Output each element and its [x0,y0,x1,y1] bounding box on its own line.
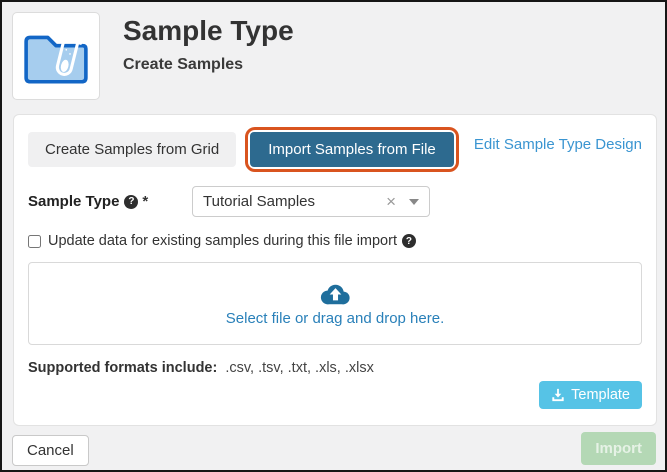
cloud-upload-icon [320,284,350,304]
clear-selection-icon[interactable]: × [386,192,396,211]
file-dropzone[interactable]: Select file or drag and drop here. [28,262,642,345]
sample-type-icon-card [12,12,100,100]
tab-import-samples-from-file[interactable]: Import Samples from File [250,132,454,167]
page-subtitle: Create Samples [123,56,244,74]
tab-buttons: Create Samples from Grid Import Samples … [28,127,459,172]
chevron-down-icon[interactable] [409,198,419,205]
update-existing-samples-label: Update data for existing samples during … [48,233,397,249]
import-button[interactable]: Import [581,432,656,465]
tabs-row: Create Samples from Grid Import Samples … [28,127,642,172]
sample-type-select[interactable]: Tutorial Samples × [192,186,430,217]
sample-type-selected-value: Tutorial Samples [203,193,315,210]
help-icon[interactable]: ? [124,194,139,209]
download-icon [552,388,564,402]
cancel-button[interactable]: Cancel [12,435,89,466]
template-download-button[interactable]: Template [539,381,642,409]
sample-type-label-text: Sample Type [28,193,120,210]
edit-sample-type-design-link[interactable]: Edit Sample Type Design [473,136,642,153]
update-existing-samples-checkbox[interactable] [28,234,41,248]
import-samples-panel: Create Samples from Grid Import Samples … [13,114,657,426]
supported-formats-row: Supported formats include: .csv, .tsv, .… [28,360,642,376]
sample-type-field-label: Sample Type ? * [28,193,192,210]
folder-test-tube-icon [24,35,88,84]
dropzone-text[interactable]: Select file or drag and drop here. [225,309,445,327]
template-button-label: Template [571,387,630,403]
template-row: Template [28,381,642,409]
required-marker: * [142,193,149,210]
header-titles: Sample Type Create Samples [123,15,294,74]
page-title: Sample Type [123,15,294,46]
highlight-ring: Import Samples from File [245,127,459,172]
supported-formats-label: Supported formats include: [28,360,218,376]
sample-type-field-row: Sample Type ? * Tutorial Samples × [28,186,642,217]
update-existing-samples-row: Update data for existing samples during … [28,233,642,249]
help-icon[interactable]: ? [401,234,416,248]
supported-formats-list: .csv, .tsv, .txt, .xls, .xlsx [225,360,374,376]
tab-create-samples-from-grid[interactable]: Create Samples from Grid [28,132,237,167]
